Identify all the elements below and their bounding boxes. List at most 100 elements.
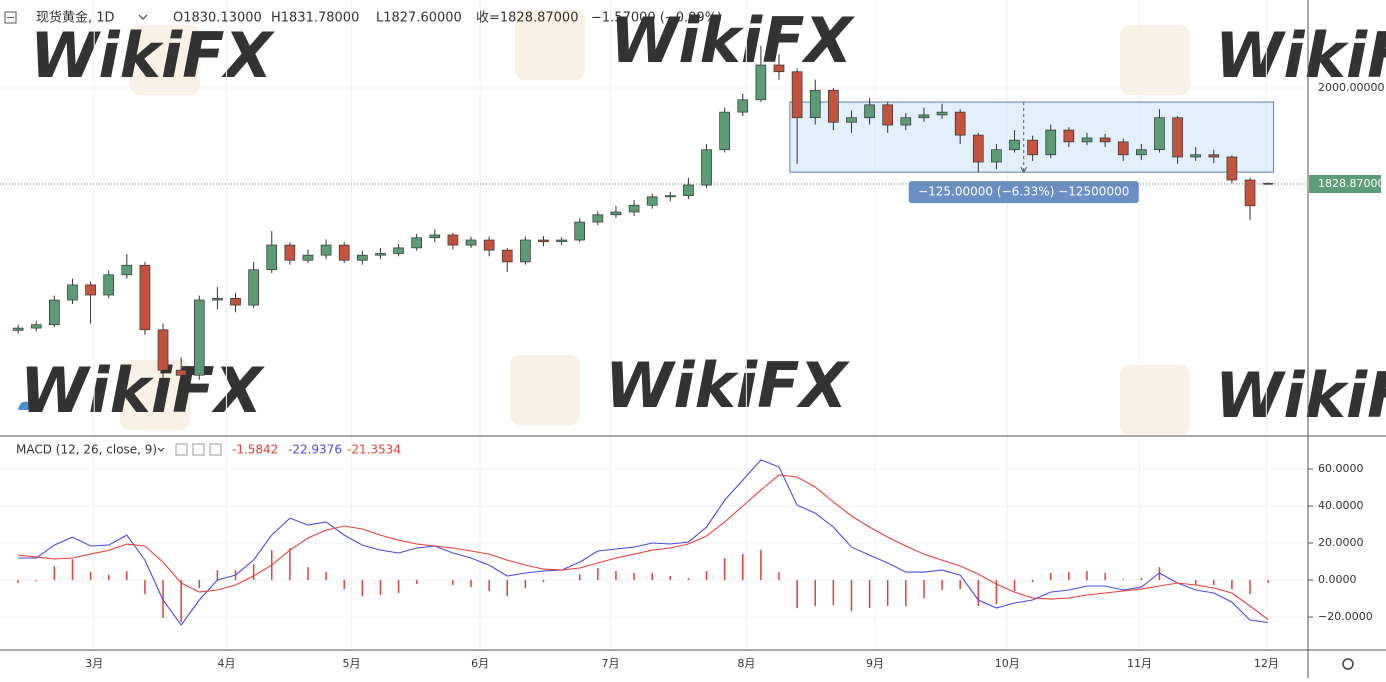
- candle-body: [103, 274, 115, 296]
- candle-body: [320, 244, 332, 256]
- range-label: −125.00000 (−6.33%) −12500000: [918, 185, 1129, 199]
- indicator-title: MACD (12, 26, close, 9): [16, 443, 157, 457]
- watermark: WikiFX: [20, 354, 265, 427]
- settings-icon[interactable]: [192, 443, 205, 456]
- candle-body: [791, 71, 803, 119]
- candle-body: [375, 253, 386, 256]
- candle-body: [1208, 154, 1220, 158]
- x-tick-label: 4月: [217, 657, 235, 670]
- candle-body: [1244, 179, 1256, 207]
- candle-body: [918, 114, 930, 119]
- settings-icon[interactable]: [1342, 658, 1354, 670]
- candle-body: [719, 111, 730, 151]
- candle-body: [592, 214, 604, 223]
- candle-body: [1081, 137, 1093, 143]
- watermark-logo: [1120, 25, 1190, 95]
- y-tick-label: 20.0000: [1318, 536, 1364, 549]
- candle-body: [828, 89, 839, 123]
- candle-body: [85, 284, 96, 296]
- candle-body: [175, 369, 187, 376]
- x-tick-label: 9月: [866, 657, 884, 670]
- candle-body: [991, 149, 1002, 163]
- candle-body: [538, 239, 549, 243]
- y-tick-label: 60.0000: [1318, 462, 1364, 475]
- dropdown-icon: [157, 447, 165, 452]
- candle-body: [67, 284, 78, 301]
- ohlc-label: H1831.78000: [271, 11, 359, 26]
- legend-value: -1.5842: [232, 443, 278, 457]
- candle-body: [121, 264, 133, 276]
- candle-body: [1063, 129, 1075, 143]
- candle-body: [429, 234, 441, 239]
- last-price-bg: [1309, 175, 1381, 194]
- symbol-title: 现货黄金, 1D: [36, 10, 115, 26]
- x-tick-label: 8月: [737, 657, 755, 670]
- eye-icon[interactable]: [175, 443, 188, 456]
- last-price-label: 1828.87000: [1318, 177, 1384, 190]
- candle-body: [610, 211, 622, 216]
- candle-body: [1154, 117, 1165, 151]
- candle-body: [664, 195, 676, 198]
- x-tick-label: 5月: [342, 657, 360, 670]
- candle-body: [465, 239, 477, 246]
- candle-body: [266, 244, 278, 271]
- macd-line: [18, 459, 1269, 626]
- watermark: WikiFX: [610, 4, 855, 77]
- candle-body: [139, 264, 151, 331]
- candle-body: [1172, 117, 1183, 158]
- candle-body: [936, 111, 948, 116]
- candle-body: [49, 299, 60, 326]
- dropdown-icon: [138, 14, 148, 20]
- watermark: WikiFX: [1215, 359, 1386, 432]
- y-tick-label: −20.0000: [1318, 610, 1373, 623]
- watermark-logo: [120, 360, 190, 430]
- watermark: WikiFX: [605, 349, 850, 422]
- candle-body: [1099, 137, 1111, 143]
- candle-body: [356, 254, 368, 261]
- watermark-logo: [1120, 365, 1190, 435]
- candle-body: [1190, 154, 1202, 158]
- candle-body: [338, 244, 350, 261]
- x-tick-label: 7月: [602, 657, 620, 670]
- candle-body: [773, 64, 785, 73]
- watermark: WikiFX: [30, 19, 275, 92]
- watermark-logo: [510, 355, 580, 425]
- candle-body: [954, 111, 966, 136]
- y-tick-label: 0.0000: [1318, 573, 1357, 586]
- logo: [18, 399, 43, 410]
- candle-body: [1027, 139, 1038, 156]
- candle-body: [1045, 129, 1057, 156]
- candle-body: [755, 64, 767, 101]
- collapse-icon[interactable]: [4, 11, 17, 24]
- candle-body: [1117, 141, 1129, 156]
- candle-body: [1135, 149, 1147, 156]
- candle-body: [701, 149, 712, 186]
- watermark: WikiFX: [1215, 19, 1386, 92]
- x-tick-label: 10月: [995, 657, 1020, 670]
- candle-body: [556, 239, 567, 243]
- candle-body: [574, 221, 586, 241]
- watermark-logo: [130, 25, 200, 95]
- candle-body: [972, 134, 984, 163]
- close-icon[interactable]: [209, 443, 222, 456]
- candle-body: [483, 239, 495, 251]
- legend-value: -22.9376: [288, 443, 342, 457]
- candle-body: [393, 247, 404, 254]
- candle-body: [646, 196, 658, 206]
- macd-line: [18, 474, 1269, 621]
- x-tick-label: 11月: [1127, 657, 1152, 670]
- candle-body: [30, 324, 42, 329]
- candle-body: [882, 104, 894, 126]
- candle-body: [628, 204, 640, 213]
- candle-body: [846, 117, 857, 123]
- range-arrow-head: [1020, 166, 1028, 174]
- x-tick-label: 6月: [471, 657, 489, 670]
- ohlc-label: 收=1828.87000: [476, 11, 578, 26]
- candle-body: [501, 249, 513, 263]
- candle-body: [248, 269, 259, 306]
- candle-body: [157, 329, 169, 371]
- candle-body: [1009, 139, 1020, 151]
- range-box: [789, 101, 1275, 173]
- candle-body: [12, 327, 24, 331]
